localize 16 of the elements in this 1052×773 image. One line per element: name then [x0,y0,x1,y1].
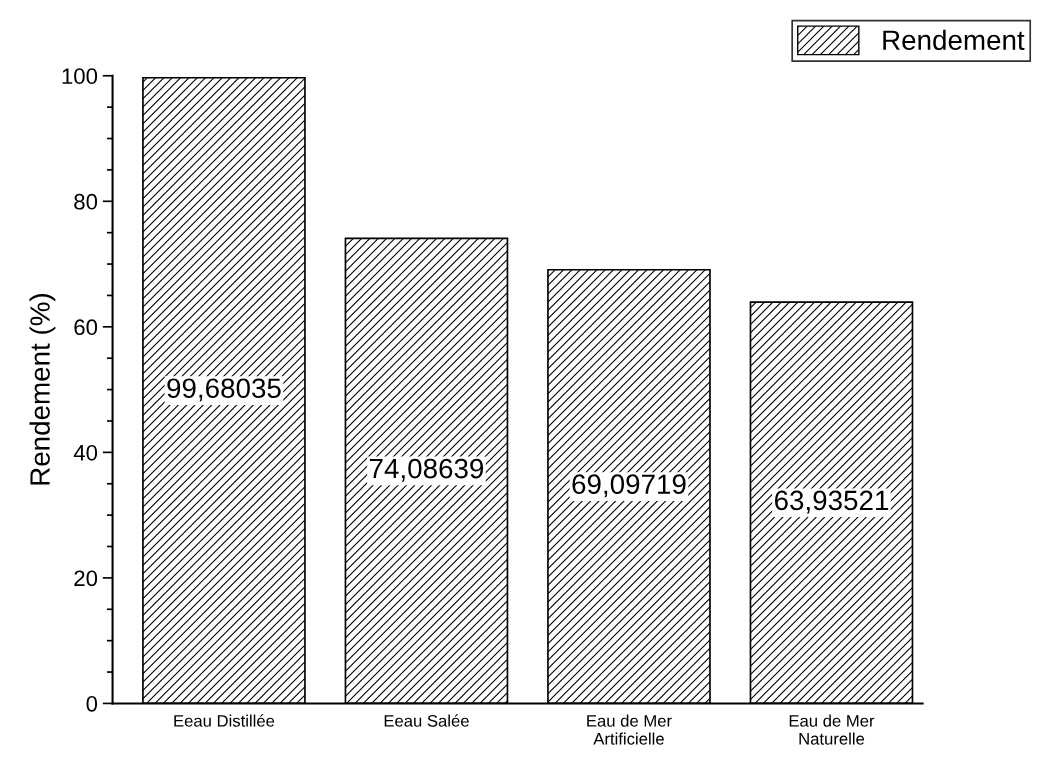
x-tick-label: Eeau Distillée [174,714,275,727]
y-tick-label: 100 [62,68,98,85]
y-tick-label: 20 [74,570,98,587]
data-label: 74,08639 [369,458,484,482]
x-tick-label: Eau de Mer Naturelle [789,714,875,745]
x-tick-label: Eeau Salée [384,714,469,727]
legend-label: Rendement [883,29,1025,51]
x-tick-label: Eau de Mer Artificielle [587,714,672,745]
y-tick-label: 60 [74,319,98,336]
y-tick-label: 0 [86,695,98,712]
y-tick-label: 80 [74,193,98,210]
data-label: 69,09719 [572,474,686,498]
y-axis-title: Rendement (%) [29,294,56,485]
y-tick-label: 40 [73,444,98,461]
data-label: 63,93521 [774,490,889,514]
data-label: 99,68035 [167,378,281,402]
